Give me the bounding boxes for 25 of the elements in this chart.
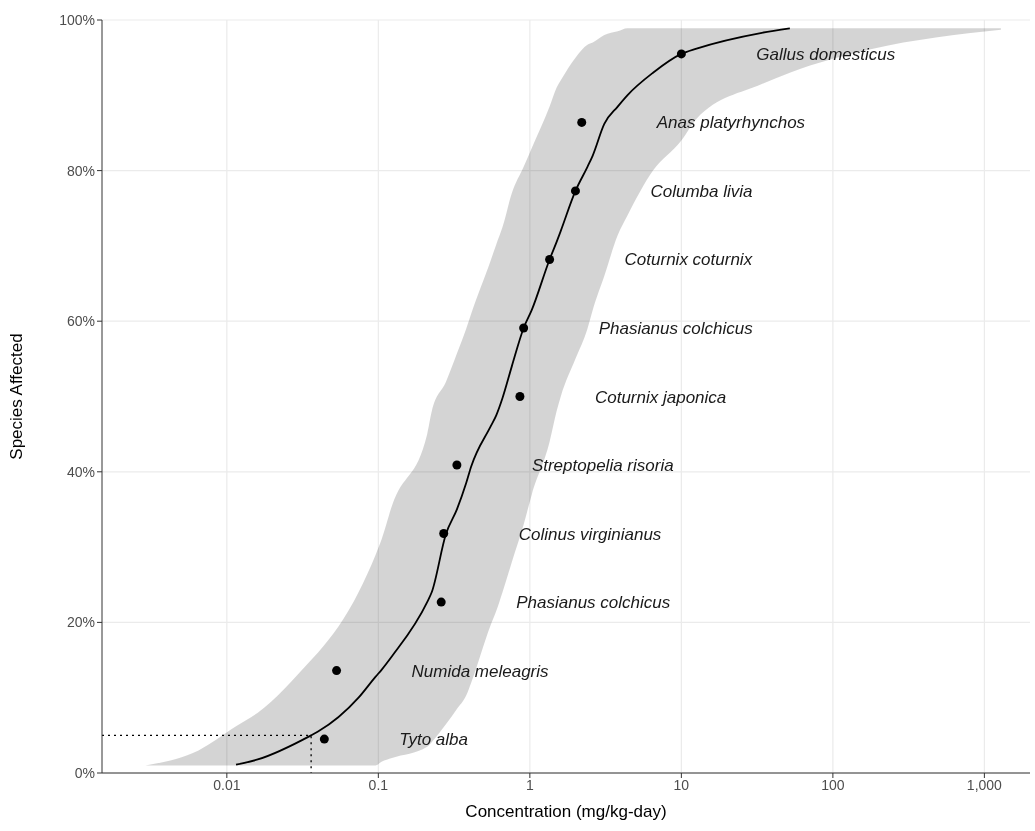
annotation: Phasianus colchicus <box>598 318 754 338</box>
x-tick-label: 0.1 <box>368 776 389 793</box>
annotation: Anas platyrhynchos <box>655 113 806 133</box>
y-tick-label: 60% <box>66 313 95 330</box>
x-tick-label: 1 <box>525 776 534 793</box>
annotation: Coturnix coturnix <box>624 250 753 270</box>
annotation: Gallus domesticus <box>756 44 896 64</box>
y-tick-label: 100% <box>59 11 95 28</box>
y-tick-label: 20% <box>66 614 95 631</box>
annotation: Streptopelia risoria <box>531 456 674 476</box>
annotation: Coturnix japonica <box>594 387 727 407</box>
x-tick-label: 100 <box>821 776 845 793</box>
y-axis-title: Species Affected <box>7 333 27 460</box>
y-tick-label: 80% <box>66 162 95 179</box>
x-tick-label: 10 <box>673 776 690 793</box>
x-axis-title: Concentration (mg/kg-day) <box>465 802 667 821</box>
x-tick-label: 0.01 <box>213 776 241 793</box>
y-tick-label: 0% <box>74 764 95 781</box>
annotation: Tyto alba <box>399 730 468 750</box>
annotation: Columba livia <box>650 181 753 201</box>
annotation: Colinus virginianus <box>518 524 662 544</box>
annotation: Phasianus colchicus <box>516 593 671 613</box>
x-tick-label: 1,000 <box>966 776 1003 793</box>
y-tick-label: 40% <box>66 463 95 480</box>
annotation: Numida meleagris <box>411 661 550 681</box>
